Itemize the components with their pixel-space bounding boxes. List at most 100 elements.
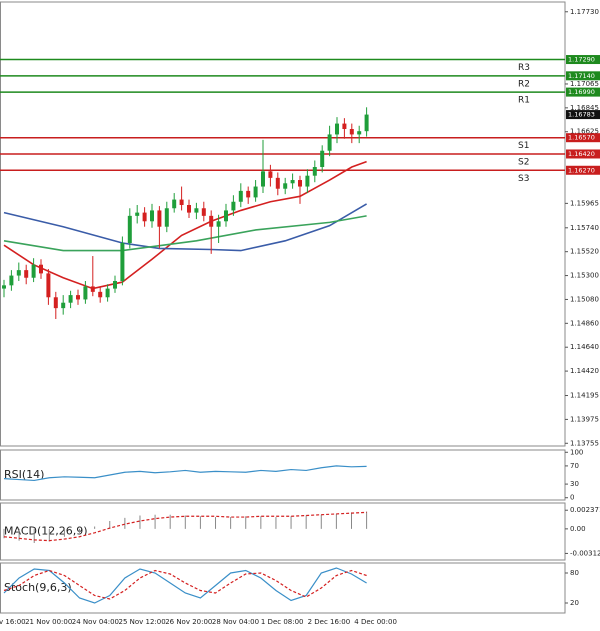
level-tag-label: 1.17290: [568, 56, 595, 64]
candle-body: [83, 286, 88, 300]
panel-frame: [0, 502, 566, 561]
candle-body: [305, 175, 310, 187]
candle-body: [335, 123, 339, 135]
candle-body: [31, 264, 36, 278]
panel-frame: [0, 1, 566, 447]
y-tick-label: 1.14420: [570, 367, 599, 375]
candle-body: [349, 129, 354, 135]
level-name: S2: [518, 157, 529, 167]
y-tick-label: 1.14640: [570, 343, 599, 351]
y-tick-label: 1.13755: [570, 439, 599, 447]
level-tag-label: 1.16270: [568, 166, 595, 174]
y-tick-label: 100: [570, 448, 583, 456]
candle-body: [187, 205, 191, 213]
candle-body: [16, 270, 21, 276]
y-tick-label: 1.17730: [570, 8, 599, 16]
level-tag-label: 1.16420: [568, 150, 595, 158]
indicator-title: RSI(14): [4, 468, 44, 481]
level-tag: [566, 55, 600, 65]
signal-line: [3, 511, 367, 542]
candle-body: [268, 171, 273, 178]
candle-body: [46, 273, 51, 298]
candle-body: [142, 212, 147, 222]
indicator-title: Stoch(9,6,3): [4, 581, 72, 594]
candle-body: [127, 215, 132, 243]
candle-body: [179, 199, 184, 206]
level-tag: [566, 87, 600, 97]
last-price-label: 1.16783: [568, 111, 595, 119]
y-tick-label: 1.13975: [570, 415, 599, 423]
y-tick-label: 1.15300: [570, 272, 599, 280]
x-tick-label: 21 Nov 00:00: [25, 618, 72, 626]
x-tick-label: 4 Dec 00:00: [354, 618, 397, 626]
candle-body: [283, 183, 288, 189]
x-tick-label: 25 Nov 12:00: [118, 618, 165, 626]
candle-body: [364, 114, 369, 132]
indicator-line: [3, 567, 367, 604]
indicator-title: MACD(12,26,9): [4, 525, 88, 538]
candle-body: [312, 167, 317, 176]
candle-body: [275, 177, 280, 189]
candle-body: [342, 123, 347, 130]
candle-body: [164, 208, 169, 227]
y-tick-label: 80: [570, 569, 579, 577]
y-tick-label: 1.16625: [570, 128, 599, 136]
candle-body: [194, 208, 199, 213]
y-tick-label: 0.00: [570, 525, 586, 533]
level-name: R3: [518, 63, 530, 73]
candle-body: [261, 171, 265, 187]
candle-body: [9, 275, 14, 286]
candle-body: [120, 242, 125, 281]
candle-body: [246, 190, 251, 198]
level-tag: [566, 71, 600, 81]
panel-frame: [0, 562, 566, 614]
candle-body: [39, 264, 43, 274]
candle-body: [68, 295, 73, 303]
y-tick-label: 30: [570, 480, 579, 488]
candle-body: [105, 288, 110, 298]
level-name: R1: [518, 96, 530, 106]
y-tick-label: 1.17065: [570, 80, 599, 88]
y-tick-label: 20: [570, 599, 579, 607]
x-tick-label: 1 Dec 08:00: [261, 618, 304, 626]
candle-body: [209, 215, 214, 227]
candle-body: [357, 131, 362, 135]
candle-body: [61, 302, 66, 309]
y-tick-label: 70: [570, 462, 579, 470]
candle-body: [172, 199, 177, 209]
y-tick-label: 1.15520: [570, 248, 599, 256]
y-tick-label: 1.15080: [570, 295, 599, 303]
level-tag: [566, 149, 600, 159]
candle-body: [320, 150, 325, 168]
candle-body: [90, 286, 95, 292]
candle-body: [298, 180, 302, 187]
candle-body: [231, 201, 236, 211]
x-tick-label: 28 Nov 04:00: [212, 618, 259, 626]
moving-average: [3, 215, 367, 252]
candle-body: [98, 291, 103, 298]
level-tag: [566, 133, 600, 143]
candle-body: [157, 210, 162, 227]
candle-body: [290, 180, 295, 184]
candle-body: [224, 210, 228, 222]
level-tag: [566, 165, 600, 175]
panel-frame: [0, 449, 566, 501]
candle-body: [2, 285, 6, 289]
candle-body: [238, 190, 243, 202]
candle-body: [76, 295, 80, 300]
indicator-line: [3, 569, 367, 600]
candle-body: [253, 186, 258, 198]
level-tag-label: 1.16570: [568, 134, 595, 142]
level-tag-label: 1.16990: [568, 88, 595, 96]
y-tick-label: 0: [570, 494, 574, 502]
candle-body: [24, 270, 29, 278]
x-tick-label: 26 Nov 20:00: [165, 618, 212, 626]
level-name: S3: [518, 174, 529, 184]
y-tick-label: 1.15740: [570, 224, 599, 232]
level-tag-label: 1.17140: [568, 72, 595, 80]
y-tick-label: -0.003124: [570, 549, 600, 557]
level-name: R2: [518, 79, 530, 89]
